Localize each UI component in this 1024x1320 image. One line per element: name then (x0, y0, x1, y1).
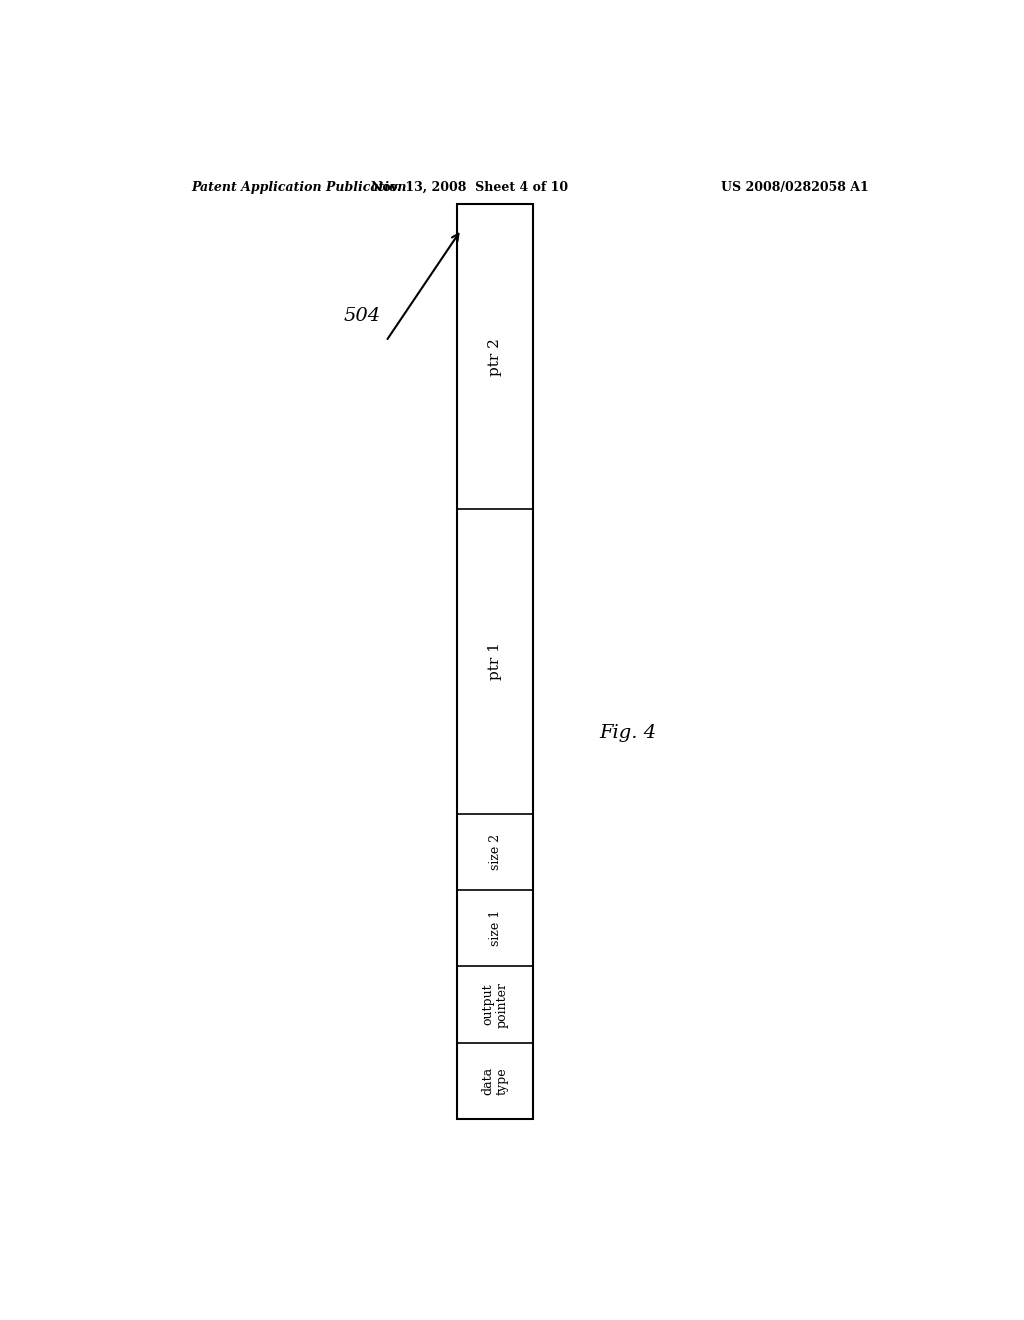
Text: Nov. 13, 2008  Sheet 4 of 10: Nov. 13, 2008 Sheet 4 of 10 (371, 181, 568, 194)
Text: US 2008/0282058 A1: US 2008/0282058 A1 (721, 181, 868, 194)
Text: ptr 2: ptr 2 (488, 338, 502, 375)
Text: Patent Application Publication: Patent Application Publication (191, 181, 407, 194)
Text: size 2: size 2 (488, 834, 502, 870)
Bar (458, 205, 532, 1119)
Text: ptr 1: ptr 1 (488, 643, 502, 680)
Text: size 1: size 1 (488, 911, 502, 946)
Text: output
pointer: output pointer (481, 982, 509, 1027)
Text: 504: 504 (343, 308, 381, 325)
Text: data
type: data type (481, 1067, 509, 1094)
Text: Fig. 4: Fig. 4 (599, 723, 656, 742)
